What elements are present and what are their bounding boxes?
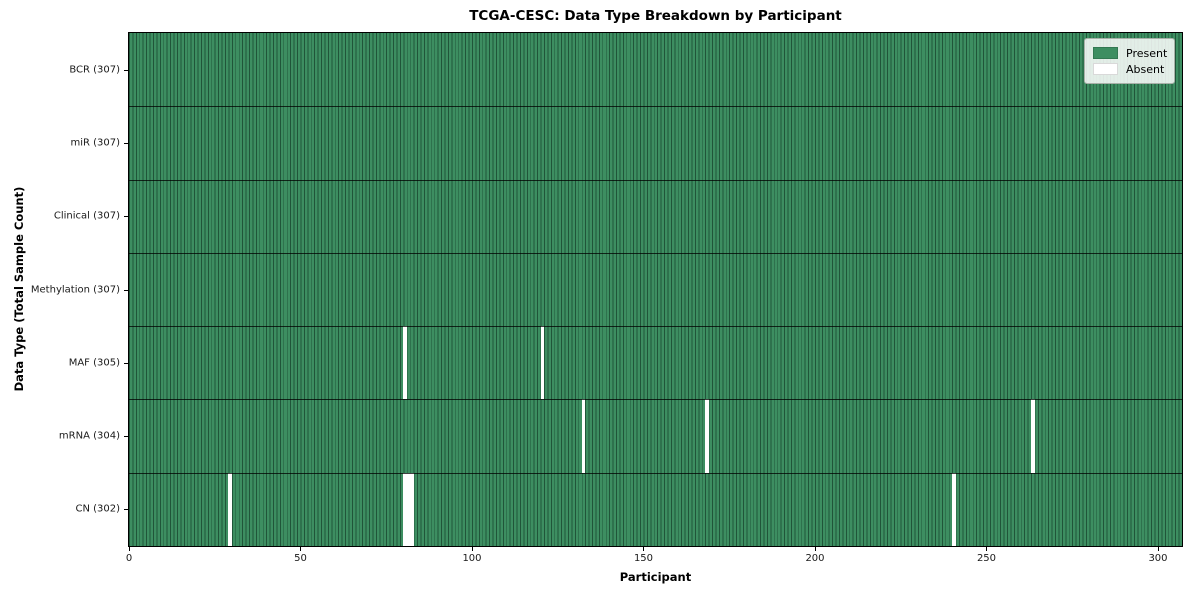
- legend: Present Absent: [1084, 38, 1175, 84]
- y-tick-label-mir: miR (307): [70, 137, 120, 149]
- x-tick-mark: [643, 547, 645, 551]
- y-tick-label-bcr: BCR (307): [69, 64, 120, 76]
- x-tick-label-300: 300: [1148, 553, 1168, 564]
- row-separator: [129, 326, 1182, 328]
- x-tick-label-100: 100: [462, 553, 482, 564]
- y-tick-mark: [124, 362, 128, 364]
- legend-label-absent: Absent: [1126, 62, 1165, 76]
- x-tick-label-150: 150: [633, 553, 654, 564]
- heatmap-row-methylation: [129, 252, 1182, 327]
- legend-item-absent: Absent: [1093, 61, 1166, 77]
- absent-cell: [540, 326, 545, 400]
- absent-cell: [952, 472, 956, 546]
- x-tick-label-0: 0: [125, 553, 133, 564]
- x-tick-mark: [814, 547, 816, 551]
- legend-swatch-absent-icon: [1093, 63, 1118, 75]
- heatmap-row-cn: [129, 472, 1182, 546]
- absent-cell: [403, 326, 407, 400]
- x-tick-mark: [986, 547, 988, 551]
- y-tick-label-clinical: Clinical (307): [53, 210, 120, 222]
- x-tick-label-250: 250: [976, 553, 997, 564]
- y-tick-mark: [124, 216, 128, 218]
- y-tick-mark: [124, 142, 128, 144]
- y-tick-mark: [124, 69, 128, 71]
- x-tick-mark: [1157, 547, 1159, 551]
- absent-cell: [581, 399, 586, 473]
- y-tick-label-cn: CN (302): [75, 503, 120, 515]
- legend-label-present: Present: [1126, 46, 1168, 60]
- row-separator: [129, 106, 1182, 108]
- absent-cell: [1031, 399, 1035, 473]
- row-separator: [129, 179, 1182, 181]
- absent-cell: [228, 472, 232, 546]
- legend-swatch-present-icon: [1093, 47, 1118, 59]
- heatmap-plot-area: [128, 32, 1183, 547]
- y-tick-label-methylation: Methylation (307): [30, 284, 120, 295]
- x-tick-mark: [471, 547, 473, 551]
- row-separator: [129, 252, 1182, 254]
- heatmap-row-bcr: [129, 33, 1182, 107]
- row-separator: [129, 399, 1182, 401]
- y-tick-mark: [124, 509, 128, 511]
- x-tick-label-50: 50: [294, 553, 307, 564]
- y-tick-label-maf: MAF (305): [68, 357, 120, 369]
- x-tick-mark: [300, 547, 302, 551]
- heatmap-row-clinical: [129, 179, 1182, 253]
- absent-cell: [705, 399, 709, 473]
- row-separator: [129, 472, 1182, 474]
- legend-item-present: Present: [1093, 45, 1168, 61]
- y-tick-mark: [124, 289, 128, 291]
- heatmap-row-mrna: [129, 399, 1182, 473]
- heatmap-row-mir: [129, 106, 1182, 180]
- chart-title: TCGA-CESC: Data Type Breakdown by Partic…: [469, 8, 842, 24]
- x-tick-mark: [129, 547, 130, 551]
- x-tick-label-200: 200: [805, 553, 825, 564]
- absent-cell: [410, 472, 414, 546]
- y-tick-label-mrna: mRNA (304): [58, 430, 120, 442]
- x-axis-title: Participant: [619, 570, 692, 584]
- y-tick-mark: [124, 436, 128, 438]
- heatmap-row-maf: [129, 326, 1182, 400]
